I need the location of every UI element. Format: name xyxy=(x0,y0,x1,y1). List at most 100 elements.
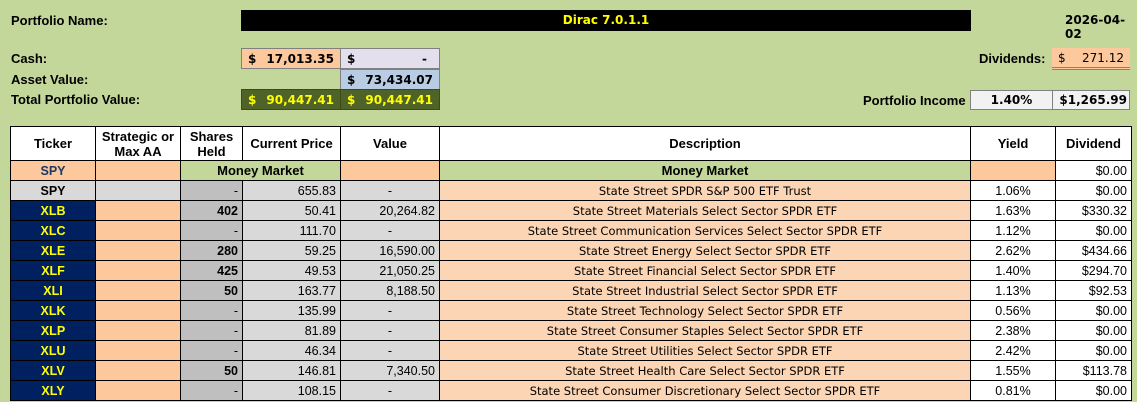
price-cell[interactable]: 111.70 xyxy=(242,220,341,241)
yield-cell[interactable]: 1.40% xyxy=(970,260,1056,281)
shares-cell[interactable]: - xyxy=(180,380,243,401)
ticker-cell[interactable]: XLU xyxy=(10,340,96,361)
aa-cell[interactable] xyxy=(95,380,181,401)
yield-cell[interactable]: 2.62% xyxy=(970,240,1056,261)
ticker-cell[interactable]: XLE xyxy=(10,240,96,261)
description-cell[interactable]: State Street Communication Services Sele… xyxy=(439,220,971,241)
dividend-cell[interactable]: $330.32 xyxy=(1055,200,1132,221)
value-cell[interactable]: - xyxy=(340,300,440,321)
aa-cell[interactable] xyxy=(95,240,181,261)
yield-cell[interactable]: 1.63% xyxy=(970,200,1056,221)
yield-cell[interactable]: 1.55% xyxy=(970,360,1056,381)
col-yield[interactable]: Yield xyxy=(970,126,1056,161)
ticker-cell[interactable]: XLY xyxy=(10,380,96,401)
col-value[interactable]: Value xyxy=(340,126,440,161)
price-cell[interactable]: 655.83 xyxy=(242,180,341,201)
dividend-cell[interactable]: $0.00 xyxy=(1055,340,1132,361)
col-description[interactable]: Description xyxy=(439,126,971,161)
aa-cell[interactable] xyxy=(95,280,181,301)
description-cell[interactable]: State Street Materials Select Sector SPD… xyxy=(439,200,971,221)
aa-cell[interactable] xyxy=(95,340,181,361)
total-value-cell[interactable]: $ 90,447.41 xyxy=(241,89,341,110)
portfolio-income-pct[interactable]: 1.40% xyxy=(970,90,1053,110)
description-cell[interactable]: State Street Financial Select Sector SPD… xyxy=(439,260,971,281)
dividends-value-cell[interactable]: $ 271.12 xyxy=(1052,48,1130,70)
price-cell[interactable]: 146.81 xyxy=(242,360,341,381)
description-cell[interactable]: State Street SPDR S&P 500 ETF Trust xyxy=(439,180,971,201)
portfolio-name-cell[interactable]: Dirac 7.0.1.1 xyxy=(241,10,971,31)
value-cell[interactable]: 7,340.50 xyxy=(340,360,440,381)
ticker-cell[interactable]: SPY xyxy=(10,180,96,201)
description-cell[interactable]: State Street Consumer Staples Select Sec… xyxy=(439,320,971,341)
description-cell[interactable]: Money Market xyxy=(439,160,971,181)
dividend-cell[interactable]: $294.70 xyxy=(1055,260,1132,281)
aa-cell[interactable] xyxy=(95,260,181,281)
cash-value-2-cell[interactable]: $ - xyxy=(340,48,440,69)
value-cell[interactable] xyxy=(340,160,440,181)
ticker-cell[interactable]: XLB xyxy=(10,200,96,221)
money-market-label[interactable]: Money Market xyxy=(180,160,341,181)
ticker-cell[interactable]: XLV xyxy=(10,360,96,381)
yield-cell[interactable]: 0.81% xyxy=(970,380,1056,401)
price-cell[interactable]: 163.77 xyxy=(242,280,341,301)
price-cell[interactable]: 108.15 xyxy=(242,380,341,401)
description-cell[interactable]: State Street Health Care Select Sector S… xyxy=(439,360,971,381)
aa-cell[interactable] xyxy=(95,180,181,201)
value-cell[interactable]: 8,188.50 xyxy=(340,280,440,301)
value-cell[interactable]: - xyxy=(340,180,440,201)
yield-cell[interactable]: 2.42% xyxy=(970,340,1056,361)
col-ticker[interactable]: Ticker xyxy=(10,126,96,161)
yield-cell[interactable]: 0.56% xyxy=(970,300,1056,321)
dividend-cell[interactable]: $434.66 xyxy=(1055,240,1132,261)
aa-cell[interactable] xyxy=(95,200,181,221)
shares-cell[interactable]: 50 xyxy=(180,280,243,301)
yield-cell[interactable]: 1.12% xyxy=(970,220,1056,241)
shares-cell[interactable]: 280 xyxy=(180,240,243,261)
description-cell[interactable]: State Street Consumer Discretionary Sele… xyxy=(439,380,971,401)
aa-cell[interactable] xyxy=(95,320,181,341)
dividend-cell[interactable]: $113.78 xyxy=(1055,360,1132,381)
ticker-cell[interactable]: XLI xyxy=(10,280,96,301)
cash-value-cell[interactable]: $ 17,013.35 xyxy=(241,48,341,69)
portfolio-income-amount[interactable]: $1,265.99 xyxy=(1052,90,1130,110)
dividend-cell[interactable]: $0.00 xyxy=(1055,300,1132,321)
ticker-cell[interactable]: XLK xyxy=(10,300,96,321)
shares-cell[interactable]: 425 xyxy=(180,260,243,281)
shares-cell[interactable]: - xyxy=(180,320,243,341)
aa-cell[interactable] xyxy=(95,220,181,241)
shares-cell[interactable]: - xyxy=(180,300,243,321)
yield-cell[interactable]: 1.13% xyxy=(970,280,1056,301)
dividend-cell[interactable]: $0.00 xyxy=(1055,160,1132,181)
dividend-cell[interactable]: $92.53 xyxy=(1055,280,1132,301)
dividend-cell[interactable]: $0.00 xyxy=(1055,320,1132,341)
shares-cell[interactable]: - xyxy=(180,180,243,201)
ticker-cell[interactable]: XLF xyxy=(10,260,96,281)
price-cell[interactable]: 81.89 xyxy=(242,320,341,341)
value-cell[interactable]: 20,264.82 xyxy=(340,200,440,221)
ticker-cell[interactable]: SPY xyxy=(10,160,96,181)
ticker-cell[interactable]: XLC xyxy=(10,220,96,241)
aa-cell[interactable] xyxy=(95,300,181,321)
shares-cell[interactable]: 50 xyxy=(180,360,243,381)
col-shares-held[interactable]: Shares Held xyxy=(180,126,243,161)
price-cell[interactable]: 46.34 xyxy=(242,340,341,361)
col-dividend[interactable]: Dividend xyxy=(1055,126,1132,161)
dividend-cell[interactable]: $0.00 xyxy=(1055,380,1132,401)
dividend-cell[interactable]: $0.00 xyxy=(1055,180,1132,201)
yield-cell[interactable]: 1.06% xyxy=(970,180,1056,201)
value-cell[interactable]: 16,590.00 xyxy=(340,240,440,261)
description-cell[interactable]: State Street Technology Select Sector SP… xyxy=(439,300,971,321)
description-cell[interactable]: State Street Industrial Select Sector SP… xyxy=(439,280,971,301)
asset-value-cell[interactable]: $ 73,434.07 xyxy=(340,69,440,90)
total-value-2-cell[interactable]: $ 90,447.41 xyxy=(340,89,440,110)
price-cell[interactable]: 59.25 xyxy=(242,240,341,261)
description-cell[interactable]: State Street Energy Select Sector SPDR E… xyxy=(439,240,971,261)
col-current-price[interactable]: Current Price xyxy=(242,126,341,161)
ticker-cell[interactable]: XLP xyxy=(10,320,96,341)
value-cell[interactable]: 21,050.25 xyxy=(340,260,440,281)
shares-cell[interactable]: - xyxy=(180,220,243,241)
yield-cell[interactable] xyxy=(970,160,1056,181)
value-cell[interactable]: - xyxy=(340,380,440,401)
aa-cell[interactable] xyxy=(95,360,181,381)
shares-cell[interactable]: - xyxy=(180,340,243,361)
